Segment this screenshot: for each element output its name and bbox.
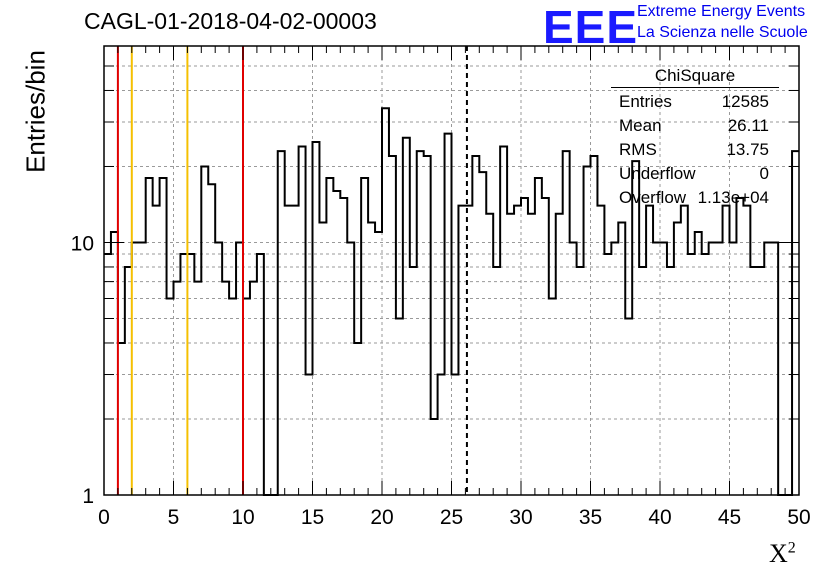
x-tick-label: 15 xyxy=(301,506,324,529)
x-tick-label: 0 xyxy=(98,506,110,529)
stats-title: ChiSquare xyxy=(611,66,779,88)
x-axis-label: X2 xyxy=(769,539,796,568)
stat-row-mean: Mean 26.11 xyxy=(611,114,779,138)
stat-label: RMS xyxy=(619,140,657,159)
stat-row-rms: RMS 13.75 xyxy=(611,138,779,162)
brand-line-1: Extreme Energy Events xyxy=(637,3,806,20)
stat-label: Overflow xyxy=(619,188,687,207)
stat-value: 26.11 xyxy=(727,116,769,135)
stat-value: 1.13e+04 xyxy=(697,188,769,207)
stat-value: 0 xyxy=(759,164,769,183)
stat-label: Mean xyxy=(619,116,662,135)
x-tick-label: 45 xyxy=(718,506,741,529)
x-tick-label: 25 xyxy=(440,506,463,529)
x-tick-label: 50 xyxy=(787,506,810,529)
x-tick-label: 35 xyxy=(579,506,602,529)
stat-row-underflow: Underflow 0 xyxy=(611,162,779,186)
x-tick-label: 30 xyxy=(509,506,532,529)
stat-label: Entries xyxy=(619,92,672,111)
eee-logo: EEE xyxy=(543,1,639,53)
brand-line-2: La Scienza nelle Scuole xyxy=(637,24,808,41)
stat-value: 13.75 xyxy=(726,140,769,159)
chart-title: CAGL-01-2018-04-02-00003 xyxy=(84,8,377,34)
x-tick-label: 20 xyxy=(370,506,393,529)
y-tick-label: 1 xyxy=(82,485,94,508)
stats-box: ChiSquare Entries 12585 Mean 26.11 RMS 1… xyxy=(611,66,779,210)
stat-row-entries: Entries 12585 xyxy=(611,90,779,114)
stat-label: Underflow xyxy=(619,164,696,183)
stat-row-overflow: Overflow 1.13e+04 xyxy=(611,186,779,210)
stat-value: 12585 xyxy=(721,92,769,111)
x-tick-label: 10 xyxy=(231,506,254,529)
histogram-series xyxy=(104,107,799,496)
y-tick-label: 10 xyxy=(71,232,94,255)
x-axis-label-superscript: 2 xyxy=(787,539,796,557)
x-tick-label: 5 xyxy=(168,506,180,529)
x-tick-label: 40 xyxy=(648,506,671,529)
